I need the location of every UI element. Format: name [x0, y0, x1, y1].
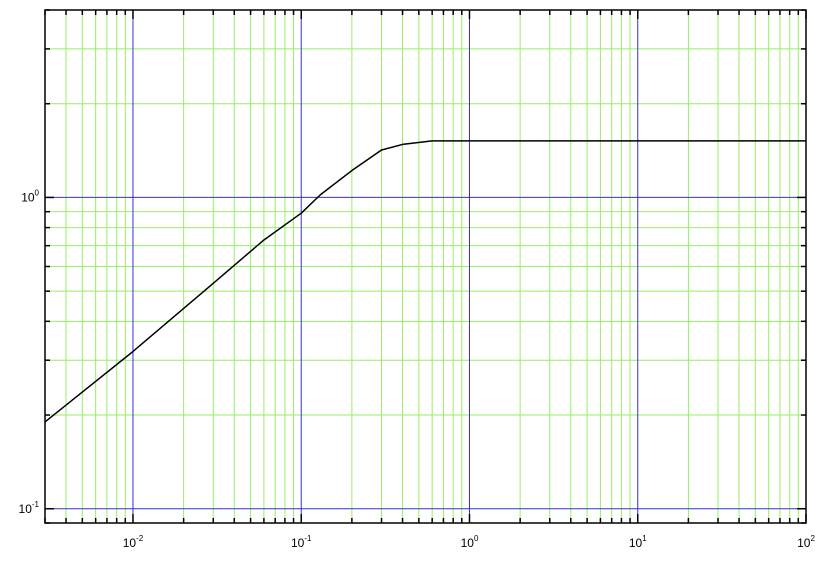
series-line [44, 140, 806, 423]
y-tick-label: 100 [21, 188, 39, 204]
minor-grid [44, 9, 806, 524]
x-tick-label: 10-1 [291, 534, 312, 550]
y-tick-labels: 10-1 100 [19, 188, 40, 515]
x-tick-label: 10-2 [123, 534, 144, 550]
series-layer [44, 140, 806, 423]
x-tick-label: 100 [461, 534, 479, 550]
x-tick-label: 101 [629, 534, 647, 550]
x-tick-label: 102 [797, 534, 815, 550]
tick-marks [44, 9, 807, 524]
y-tick-label: 10-1 [19, 500, 40, 516]
x-tick-labels: 10-2 10-1 100 101 102 [123, 534, 816, 550]
